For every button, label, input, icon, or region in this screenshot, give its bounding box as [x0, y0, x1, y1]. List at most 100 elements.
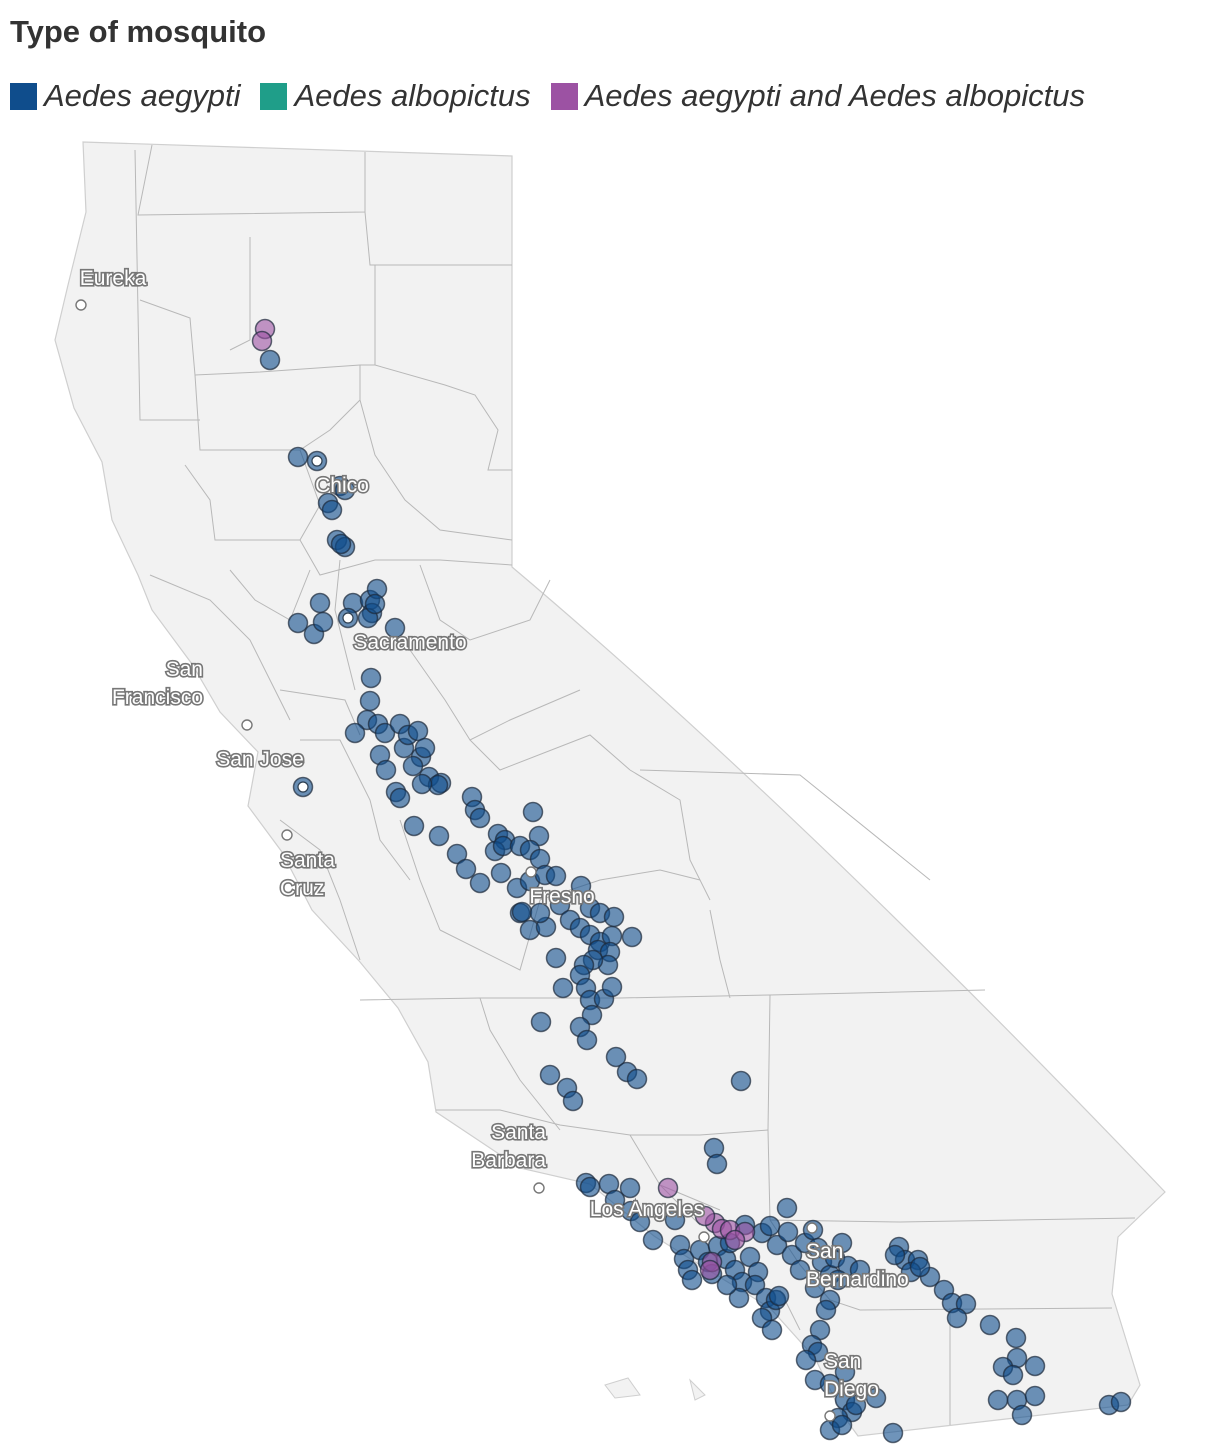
- detection-point-aegypti[interactable]: [545, 865, 567, 887]
- detection-point-aegypti[interactable]: [1024, 1385, 1046, 1407]
- detection-point-aegypti[interactable]: [492, 835, 514, 857]
- detection-point-aegypti[interactable]: [882, 1422, 904, 1444]
- detection-point-aegypti[interactable]: [552, 977, 574, 999]
- detection-point-aegypti[interactable]: [411, 773, 433, 795]
- detection-point-both[interactable]: [657, 1177, 679, 1199]
- detection-point-aegypti[interactable]: [642, 1229, 664, 1251]
- detection-point-aegypti[interactable]: [777, 1221, 799, 1243]
- detection-point-aegypti[interactable]: [761, 1319, 783, 1341]
- city-label-eureka: Eureka: [80, 267, 147, 290]
- detection-point-aegypti[interactable]: [621, 926, 643, 948]
- detection-point-aegypti[interactable]: [759, 1215, 781, 1237]
- detection-point-aegypti[interactable]: [360, 667, 382, 689]
- legend-item-aegypti[interactable]: Aedes aegypti: [10, 78, 240, 114]
- detection-point-aegypti[interactable]: [374, 722, 396, 744]
- detection-point-both[interactable]: [694, 1205, 716, 1227]
- detection-point-aegypti[interactable]: [446, 843, 468, 865]
- detection-point-aegypti[interactable]: [570, 875, 592, 897]
- detection-point-aegypti[interactable]: [529, 902, 551, 924]
- legend-item-both[interactable]: Aedes aegypti and Aedes albopictus: [550, 78, 1085, 114]
- detection-point-aegypti[interactable]: [815, 1299, 837, 1321]
- detection-point-aegypti[interactable]: [619, 1177, 641, 1199]
- detection-point-aegypti[interactable]: [626, 1068, 648, 1090]
- detection-point-aegypti[interactable]: [402, 755, 424, 777]
- detection-point-aegypti[interactable]: [629, 1211, 651, 1233]
- detection-point-aegypti[interactable]: [728, 1287, 750, 1309]
- detection-point-aegypti[interactable]: [455, 858, 477, 880]
- detection-point-aegypti[interactable]: [1002, 1364, 1024, 1386]
- detection-point-aegypti[interactable]: [979, 1314, 1001, 1336]
- detection-point-aegypti[interactable]: [664, 1209, 686, 1231]
- swatch-aegypti: [10, 82, 37, 110]
- detection-point-aegypti[interactable]: [384, 617, 406, 639]
- detection-point-aegypti[interactable]: [789, 1259, 811, 1281]
- detection-point-aegypti[interactable]: [287, 446, 309, 468]
- detection-point-aegypti[interactable]: [403, 815, 425, 837]
- detection-point-aegypti[interactable]: [601, 976, 623, 998]
- detection-point-aegypti[interactable]: [909, 1256, 931, 1278]
- detection-point-aegypti[interactable]: [716, 1274, 738, 1296]
- detection-point-both[interactable]: [724, 1229, 746, 1251]
- detection-point-aegypti[interactable]: [407, 720, 429, 742]
- detection-point-aegypti[interactable]: [819, 1373, 841, 1395]
- detection-point-aegypti[interactable]: [987, 1389, 1009, 1411]
- detection-point-aegypti[interactable]: [312, 611, 334, 633]
- detection-point-aegypti[interactable]: [605, 1046, 627, 1068]
- detection-point-aegypti[interactable]: [490, 862, 512, 884]
- detection-point-aegypti[interactable]: [1011, 1404, 1033, 1426]
- detection-point-aegypti[interactable]: [1110, 1391, 1132, 1413]
- detection-point-aegypti[interactable]: [884, 1244, 906, 1266]
- detection-point-aegypti[interactable]: [730, 1070, 752, 1092]
- detection-point-aegypti[interactable]: [845, 1394, 867, 1416]
- detection-point-both[interactable]: [251, 330, 273, 352]
- detection-point-aegypti[interactable]: [530, 1011, 552, 1033]
- detection-point-aegypti[interactable]: [776, 1197, 798, 1219]
- detection-point-aegypti[interactable]: [549, 894, 571, 916]
- swatch-both: [550, 82, 578, 110]
- detection-point-aegypti[interactable]: [389, 787, 411, 809]
- detection-point-aegypti[interactable]: [831, 1232, 853, 1254]
- detection-point-aegypti[interactable]: [579, 1176, 601, 1198]
- detection-point-aegypti[interactable]: [834, 1361, 856, 1383]
- detection-point-aegypti[interactable]: [414, 737, 436, 759]
- detection-point-aegypti[interactable]: [604, 1189, 626, 1211]
- legend-item-albopictus[interactable]: Aedes albopictus: [260, 78, 531, 114]
- detection-point-aegypti[interactable]: [804, 1277, 826, 1299]
- detection-point-aegypti[interactable]: [469, 872, 491, 894]
- detection-point-aegypti[interactable]: [469, 807, 491, 829]
- detection-point-aegypti[interactable]: [321, 499, 343, 521]
- city-marker: [533, 1182, 545, 1194]
- detection-point-aegypti[interactable]: [766, 1234, 788, 1256]
- detection-point-aegypti[interactable]: [287, 612, 309, 634]
- detection-point-aegypti[interactable]: [259, 349, 281, 371]
- detection-point-aegypti[interactable]: [603, 906, 625, 928]
- detection-point-aegypti[interactable]: [562, 1090, 584, 1112]
- detection-point-aegypti[interactable]: [334, 479, 356, 501]
- detection-point-aegypti[interactable]: [744, 1274, 766, 1296]
- detection-point-aegypti[interactable]: [831, 1414, 853, 1436]
- detection-point-aegypti[interactable]: [581, 1004, 603, 1026]
- detection-point-aegypti[interactable]: [539, 1064, 561, 1086]
- detection-point-aegypti[interactable]: [364, 593, 386, 615]
- detection-point-aegypti[interactable]: [681, 1269, 703, 1291]
- detection-point-aegypti[interactable]: [827, 1269, 849, 1291]
- detection-point-aegypti[interactable]: [330, 533, 352, 555]
- detection-point-aegypti[interactable]: [768, 1285, 790, 1307]
- detection-point-aegypti[interactable]: [428, 825, 450, 847]
- detection-point-aegypti[interactable]: [576, 1029, 598, 1051]
- detection-point-aegypti[interactable]: [865, 1387, 887, 1409]
- detection-point-aegypti[interactable]: [359, 690, 381, 712]
- detection-point-aegypti[interactable]: [1005, 1327, 1027, 1349]
- detection-point-aegypti[interactable]: [344, 722, 366, 744]
- detection-point-aegypti[interactable]: [545, 947, 567, 969]
- detection-point-aegypti[interactable]: [795, 1349, 817, 1371]
- detection-point-aegypti[interactable]: [309, 592, 331, 614]
- detection-point-aegypti[interactable]: [375, 759, 397, 781]
- state-outline: [54, 141, 1166, 1437]
- detection-point-aegypti[interactable]: [522, 801, 544, 823]
- detection-point-aegypti[interactable]: [849, 1259, 871, 1281]
- detection-point-both[interactable]: [699, 1259, 721, 1281]
- detection-point-aegypti[interactable]: [706, 1153, 728, 1175]
- detection-point-aegypti[interactable]: [1024, 1355, 1046, 1377]
- detection-point-aegypti[interactable]: [946, 1307, 968, 1329]
